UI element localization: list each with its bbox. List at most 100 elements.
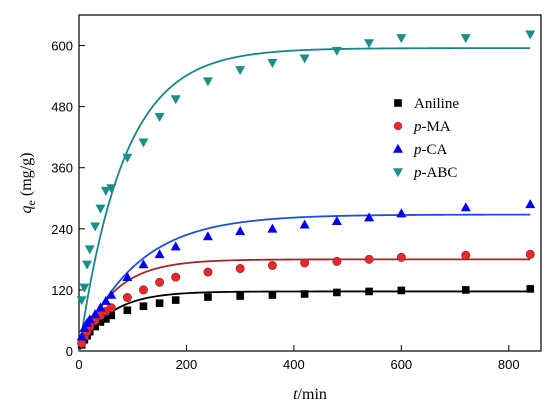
data-point bbox=[107, 311, 116, 320]
legend-label-0: Aniline bbox=[414, 96, 459, 112]
legend-marker-1 bbox=[393, 121, 403, 131]
data-point bbox=[202, 77, 213, 87]
x-axis-title: t/min bbox=[293, 386, 327, 403]
data-point bbox=[84, 314, 95, 324]
y-axis-title: qe (mg/g) bbox=[18, 153, 38, 214]
data-point bbox=[122, 293, 132, 303]
data-point bbox=[154, 113, 165, 123]
data-point bbox=[267, 260, 277, 270]
data-point bbox=[139, 302, 148, 310]
data-point bbox=[397, 286, 406, 295]
data-point bbox=[461, 286, 470, 294]
data-point bbox=[331, 215, 342, 225]
fit-curve-3 bbox=[78, 47, 531, 352]
data-point bbox=[102, 315, 110, 323]
data-point bbox=[364, 39, 375, 49]
data-point bbox=[76, 331, 87, 341]
data-point bbox=[138, 138, 149, 148]
y-tick-label: 120 bbox=[51, 283, 73, 298]
data-point bbox=[79, 283, 90, 293]
x-axis-title-unit: /min bbox=[298, 386, 327, 403]
y-tick-label: 360 bbox=[51, 161, 73, 176]
data-point bbox=[122, 153, 133, 163]
legend-label-text: -ABC bbox=[422, 165, 458, 181]
x-tick-label: 800 bbox=[498, 357, 520, 372]
y-tick-label: 240 bbox=[51, 222, 73, 237]
data-point bbox=[79, 322, 90, 332]
x-tick-label: 0 bbox=[75, 357, 82, 372]
data-point bbox=[96, 318, 105, 326]
data-point bbox=[299, 54, 310, 64]
data-point bbox=[106, 303, 116, 313]
x-axis-title-italic: t bbox=[293, 386, 298, 403]
data-point bbox=[90, 309, 101, 319]
data-point bbox=[300, 258, 310, 268]
data-point bbox=[171, 272, 181, 282]
legend-label-italic: p bbox=[413, 119, 422, 135]
legend-label-text: -MA bbox=[422, 119, 451, 135]
y-tick-label: 600 bbox=[51, 39, 73, 54]
data-point bbox=[91, 322, 99, 331]
data-point bbox=[526, 285, 535, 293]
x-tick-label: 600 bbox=[390, 357, 412, 372]
data-point bbox=[154, 249, 165, 259]
data-point bbox=[300, 290, 309, 298]
legend-marker-2 bbox=[393, 143, 403, 153]
data-point bbox=[236, 292, 244, 300]
data-point bbox=[331, 46, 342, 56]
data-point bbox=[460, 202, 471, 212]
series-2-points bbox=[76, 199, 536, 341]
data-point bbox=[235, 226, 246, 236]
y-axis-title-subscript: e bbox=[24, 200, 38, 205]
data-point bbox=[82, 260, 93, 270]
data-point bbox=[396, 34, 407, 44]
data-point bbox=[100, 186, 111, 196]
y-axis-title-italic: q bbox=[18, 205, 35, 213]
fit-curve-0 bbox=[78, 290, 531, 352]
data-point bbox=[333, 288, 341, 297]
legend-label-text: Aniline bbox=[414, 96, 459, 112]
data-point bbox=[170, 241, 181, 251]
data-point bbox=[460, 34, 471, 44]
ticks-layer: 0 200 400 600 800 0 120 240 360 480 600 bbox=[51, 39, 519, 372]
series-3-points bbox=[76, 30, 536, 306]
data-point bbox=[203, 267, 213, 277]
y-tick-label: 480 bbox=[51, 100, 73, 115]
data-point bbox=[299, 219, 310, 229]
data-point bbox=[204, 293, 212, 301]
legend-label-italic: p bbox=[413, 165, 422, 181]
legend-marker-0 bbox=[394, 99, 402, 107]
data-point bbox=[525, 30, 536, 40]
y-tick-label: 0 bbox=[66, 344, 73, 359]
y-axis-title-unit: (mg/g) bbox=[18, 153, 35, 201]
data-point bbox=[268, 291, 277, 299]
data-point bbox=[90, 222, 101, 232]
data-point bbox=[267, 59, 278, 69]
data-point bbox=[267, 223, 278, 233]
data-point bbox=[84, 245, 95, 255]
fit-curve-2 bbox=[78, 213, 531, 352]
legend-label-1: p-MA bbox=[413, 119, 451, 135]
data-point bbox=[95, 302, 106, 312]
data-point bbox=[171, 296, 180, 304]
data-point bbox=[123, 306, 132, 315]
legend-marker-3 bbox=[393, 168, 403, 178]
legend-label-3: p-ABC bbox=[413, 165, 457, 181]
data-point bbox=[332, 256, 342, 266]
data-point bbox=[525, 199, 536, 209]
data-point bbox=[76, 296, 87, 306]
legend-label-2: p-CA bbox=[413, 142, 448, 158]
data-point bbox=[138, 285, 148, 295]
data-point bbox=[461, 250, 471, 260]
data-point bbox=[235, 264, 245, 274]
data-point bbox=[95, 204, 106, 214]
series-0-points bbox=[77, 285, 535, 349]
legend-label-text: -CA bbox=[422, 142, 448, 158]
data-point bbox=[364, 254, 374, 264]
data-point bbox=[138, 259, 149, 269]
data-point bbox=[202, 231, 213, 241]
data-point bbox=[155, 299, 164, 307]
